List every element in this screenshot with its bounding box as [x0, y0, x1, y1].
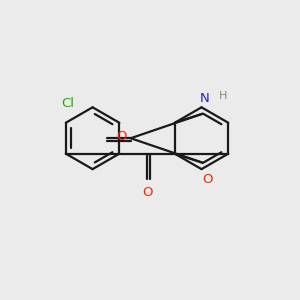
Text: O: O	[202, 173, 212, 186]
Text: N: N	[199, 92, 209, 105]
Text: Cl: Cl	[61, 98, 74, 110]
Text: O: O	[142, 186, 152, 199]
Text: O: O	[116, 130, 127, 143]
Text: H: H	[219, 91, 227, 101]
